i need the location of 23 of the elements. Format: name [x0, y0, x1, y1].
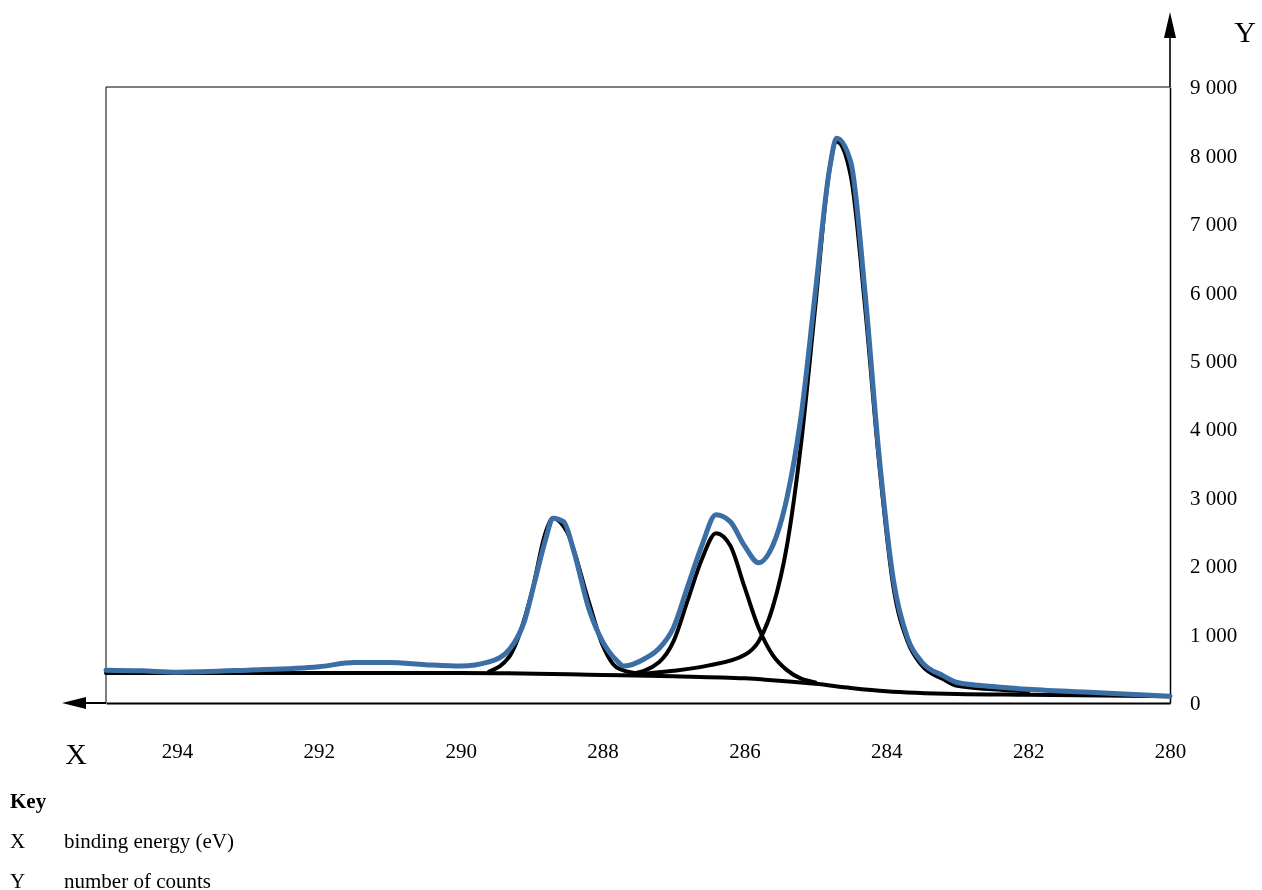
text: X binding energy (eV) — [10, 829, 234, 853]
x-tick-label: 286 — [729, 738, 761, 763]
y-tick-label: 8 000 — [1190, 143, 1238, 168]
x-tick-label: 294 — [161, 738, 194, 763]
x-tick-label: 292 — [303, 738, 336, 763]
x-tick-label: 290 — [445, 738, 477, 763]
text: Y number of counts — [10, 869, 211, 890]
y-tick-label: 1 000 — [1190, 622, 1238, 647]
x-axis-title: X — [65, 737, 88, 770]
y-tick-label: 7 000 — [1190, 212, 1238, 237]
x-tick-label: 284 — [871, 738, 904, 763]
x-tick-label: 288 — [587, 738, 619, 763]
y-tick-label: 6 000 — [1190, 280, 1238, 305]
y-tick-label: 4 000 — [1190, 417, 1238, 442]
y-tick-label: 3 000 — [1190, 485, 1238, 510]
x-tick-label: 280 — [1154, 738, 1187, 763]
y-tick-label: 0 — [1190, 691, 1201, 716]
y-tick-label: 2 000 — [1190, 554, 1238, 579]
y-tick-label: 9 000 — [1190, 75, 1238, 100]
text: Key — [10, 789, 47, 813]
y-axis-title: Y — [1234, 15, 1256, 48]
x-tick-label: 282 — [1012, 738, 1045, 763]
y-tick-label: 5 000 — [1190, 349, 1238, 373]
